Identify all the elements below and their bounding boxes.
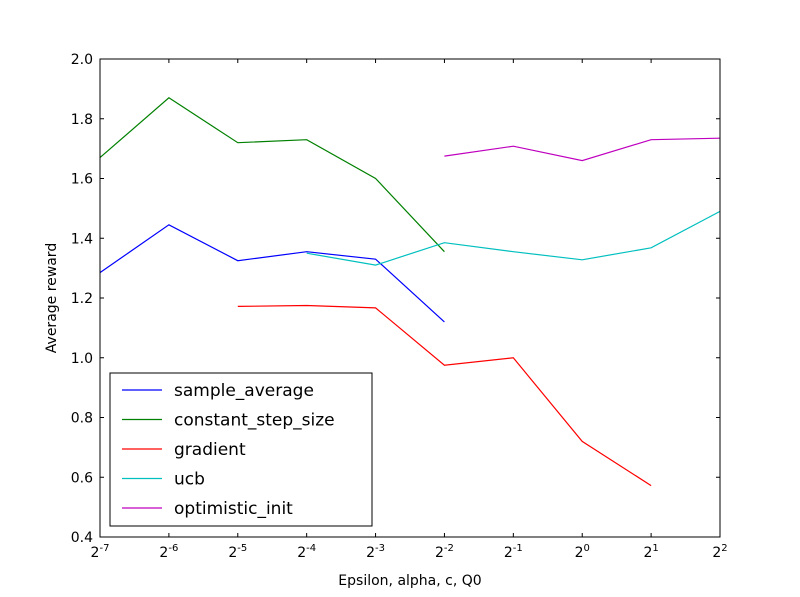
series-layer <box>99 97 721 487</box>
y-axis-label: Average reward <box>44 243 60 353</box>
y-tick-label: 1.6 <box>71 172 93 188</box>
x-tick-label: 20 <box>575 543 590 561</box>
series-line-ucb <box>306 210 721 266</box>
x-tick-label: 2-7 <box>91 543 110 561</box>
x-tick-label: 2-6 <box>159 543 178 561</box>
y-tick-label: 0.8 <box>71 411 93 427</box>
legend-label-gradient: gradient <box>174 440 246 460</box>
legend-label-sample-average: sample_average <box>174 381 314 401</box>
series-line-sample-average <box>99 224 445 323</box>
x-tick-label: 21 <box>643 543 658 561</box>
y-tick-labels: 0.4 0.6 0.8 1.0 1.2 1.4 1.6 1.8 2.0 <box>71 52 93 546</box>
legend: sample_average constant_step_size gradient… <box>109 372 373 527</box>
x-tick-label: 2-3 <box>366 543 385 561</box>
y-tick-label: 1.0 <box>71 351 93 367</box>
legend-label-optimistic-init: optimistic_init <box>174 499 293 519</box>
x-tick-label: 2-2 <box>435 543 454 561</box>
y-tick-label: 0.4 <box>71 530 93 546</box>
legend-label-ucb: ucb <box>174 470 205 490</box>
x-tick-label: 2-1 <box>504 543 523 561</box>
y-tick-label: 1.8 <box>71 112 93 128</box>
legend-label-constant-step-size: constant_step_size <box>174 411 335 431</box>
x-tick-labels: 2-7 2-6 2-5 2-4 2-3 2-2 2-1 20 21 22 <box>91 543 728 561</box>
x-tick-label: 2-4 <box>297 543 316 561</box>
y-tick-label: 1.2 <box>71 291 93 307</box>
y-tick-label: 0.6 <box>71 470 93 486</box>
series-line-gradient <box>237 304 652 487</box>
y-tick-label: 2.0 <box>71 52 93 68</box>
series-line-optimistic-init <box>444 137 721 162</box>
y-tick-label: 1.4 <box>71 231 93 247</box>
plot-frame <box>99 58 721 538</box>
x-axis-label: Epsilon, alpha, c, Q0 <box>338 573 481 589</box>
series-line-constant-step-size <box>99 97 445 253</box>
x-tick-label: 22 <box>712 543 727 561</box>
x-tick-label: 2-5 <box>228 543 247 561</box>
